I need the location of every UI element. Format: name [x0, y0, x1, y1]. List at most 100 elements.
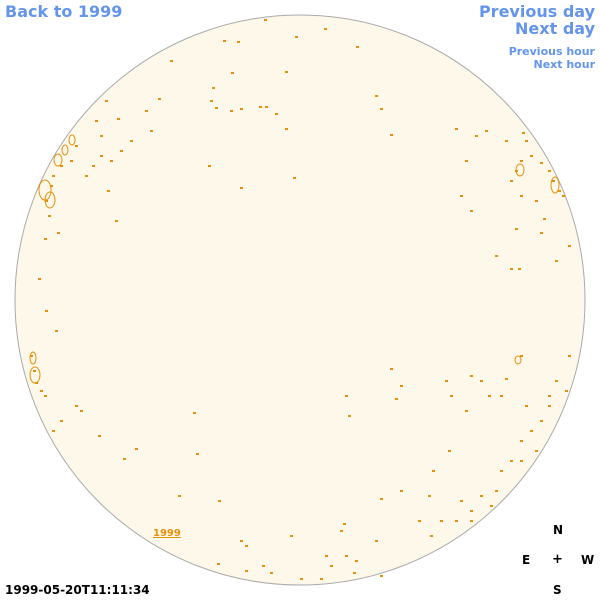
contour-speck: [480, 380, 483, 382]
previous-hour-link[interactable]: Previous hour: [508, 45, 595, 58]
contour-speck: [240, 187, 243, 189]
contour-speck: [355, 560, 358, 562]
contour-speck: [522, 132, 525, 134]
contour-speck: [428, 495, 431, 497]
contour-speck: [123, 458, 126, 460]
contour-speck: [470, 210, 473, 212]
contour-speck: [145, 110, 148, 112]
contour-speck: [231, 72, 234, 74]
contour-speck: [460, 195, 463, 197]
contour-speck: [290, 535, 293, 537]
contour-speck: [340, 530, 343, 532]
contour-speck: [264, 19, 267, 21]
contour-speck: [275, 113, 278, 115]
contour-speck: [395, 398, 398, 400]
contour-speck: [100, 155, 103, 157]
contour-speck: [530, 155, 533, 157]
contour-speck: [460, 500, 463, 502]
contour-speck: [520, 355, 523, 357]
contour-speck: [100, 135, 103, 137]
contour-speck: [470, 375, 473, 377]
contour-speck: [555, 380, 558, 382]
contour-speck: [55, 330, 58, 332]
contour-speck: [33, 370, 36, 372]
contour-ring: [29, 366, 41, 384]
contour-speck: [130, 140, 133, 142]
contour-speck: [135, 448, 138, 450]
contour-speck: [470, 510, 473, 512]
contour-speck: [212, 87, 215, 89]
magnetogram-contours: [29, 19, 571, 580]
contour-speck: [505, 140, 508, 142]
compass-west: W: [581, 553, 595, 567]
contour-speck: [295, 36, 298, 38]
contour-speck: [120, 150, 123, 152]
year-link[interactable]: 1999: [153, 528, 181, 539]
contour-speck: [430, 535, 433, 537]
contour-speck: [448, 450, 451, 452]
contour-speck: [485, 130, 488, 132]
contour-ring: [550, 176, 560, 194]
contour-speck: [353, 572, 356, 574]
contour-speck: [217, 563, 220, 565]
contour-ring: [61, 144, 69, 156]
contour-speck: [150, 130, 153, 132]
contour-speck: [543, 218, 546, 220]
contour-speck: [105, 100, 108, 102]
previous-day-link[interactable]: Previous day: [478, 2, 595, 21]
contour-speck: [465, 410, 468, 412]
contour-speck: [343, 523, 346, 525]
contour-speck: [548, 170, 551, 172]
observation-timestamp: 1999-05-20T11:11:34: [5, 583, 150, 597]
contour-ring: [68, 134, 76, 146]
next-day-link[interactable]: Next day: [515, 19, 595, 38]
contour-speck: [270, 572, 273, 574]
contour-speck: [488, 395, 491, 397]
contour-speck: [95, 120, 98, 122]
contour-speck: [98, 435, 101, 437]
contour-ring: [29, 351, 37, 365]
contour-speck: [470, 520, 473, 522]
contour-speck: [500, 395, 503, 397]
contour-speck: [558, 190, 561, 192]
contour-speck: [390, 134, 393, 136]
contour-speck: [375, 95, 378, 97]
contour-speck: [455, 128, 458, 130]
contour-speck: [60, 165, 63, 167]
contour-speck: [475, 135, 478, 137]
contour-ring: [44, 191, 56, 209]
contour-speck: [530, 430, 533, 432]
contour-speck: [230, 110, 233, 112]
contour-speck: [293, 177, 296, 179]
contour-speck: [75, 145, 78, 147]
contour-speck: [196, 453, 199, 455]
contour-speck: [455, 520, 458, 522]
contour-speck: [375, 540, 378, 542]
contour-speck: [245, 570, 248, 572]
contour-speck: [345, 395, 348, 397]
contour-speck: [568, 355, 571, 357]
compass-east: E: [522, 553, 531, 567]
back-to-year-link[interactable]: Back to 1999: [5, 2, 123, 21]
contour-speck: [515, 228, 518, 230]
contour-speck: [45, 200, 48, 202]
contour-speck: [60, 420, 63, 422]
contour-speck: [510, 268, 513, 270]
contour-speck: [170, 60, 173, 62]
contour-speck: [535, 450, 538, 452]
contour-speck: [418, 520, 421, 522]
contour-speck: [518, 268, 521, 270]
contour-speck: [300, 578, 303, 580]
contour-speck: [510, 180, 513, 182]
contour-speck: [92, 165, 95, 167]
contour-speck: [548, 405, 551, 407]
contour-ring: [515, 163, 525, 177]
contour-speck: [390, 368, 393, 370]
contour-speck: [38, 278, 41, 280]
contour-speck: [240, 108, 243, 110]
contour-speck: [540, 162, 543, 164]
contour-speck: [85, 175, 88, 177]
next-hour-link[interactable]: Next hour: [533, 58, 596, 71]
contour-speck: [208, 165, 211, 167]
